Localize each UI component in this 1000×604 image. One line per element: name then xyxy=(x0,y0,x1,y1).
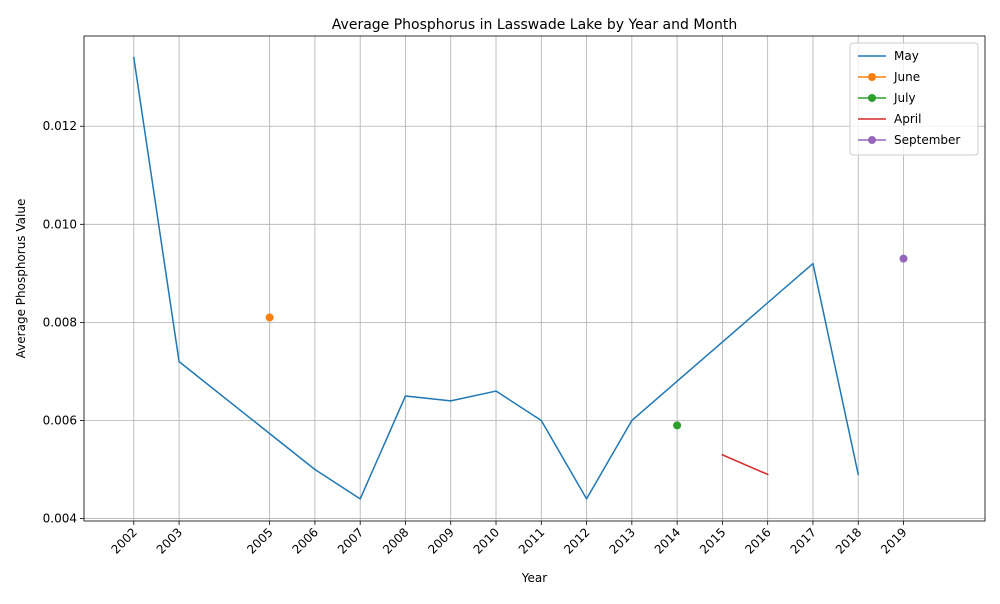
data-point-july xyxy=(673,421,682,430)
plot-frame xyxy=(83,35,986,522)
legend-marker-september xyxy=(868,136,876,144)
y-tick-label: 0.012 xyxy=(43,119,77,133)
legend-label-june: June xyxy=(893,70,920,84)
y-tick-label: 0.004 xyxy=(43,512,77,526)
y-tick-label: 0.006 xyxy=(43,413,77,427)
x-axis-label: Year xyxy=(521,571,547,585)
y-tick-label: 0.010 xyxy=(43,217,77,231)
legend-box xyxy=(849,42,979,156)
grid xyxy=(84,36,985,521)
chart-title: Average Phosphorus in Lasswade Lake by Y… xyxy=(332,17,737,33)
y-tick-label: 0.008 xyxy=(43,315,77,329)
legend-marker-july xyxy=(868,94,876,102)
series-lines xyxy=(132,56,908,500)
series-line-may xyxy=(132,56,860,500)
legend-label-september: September xyxy=(894,133,960,147)
legend-label-july: July xyxy=(893,91,916,105)
series-line-april xyxy=(721,453,769,476)
y-axis: 0.004 0.006 0.008 0.010 0.012 xyxy=(43,119,84,526)
legend-label-april: April xyxy=(894,112,921,126)
legend-label-may: May xyxy=(894,49,919,63)
y-axis-label: Average Phosphorus Value xyxy=(14,199,28,359)
legend: May June July April September xyxy=(849,42,979,156)
data-point-september xyxy=(899,254,908,263)
data-point-june xyxy=(265,313,274,322)
legend-marker-june xyxy=(868,73,876,81)
